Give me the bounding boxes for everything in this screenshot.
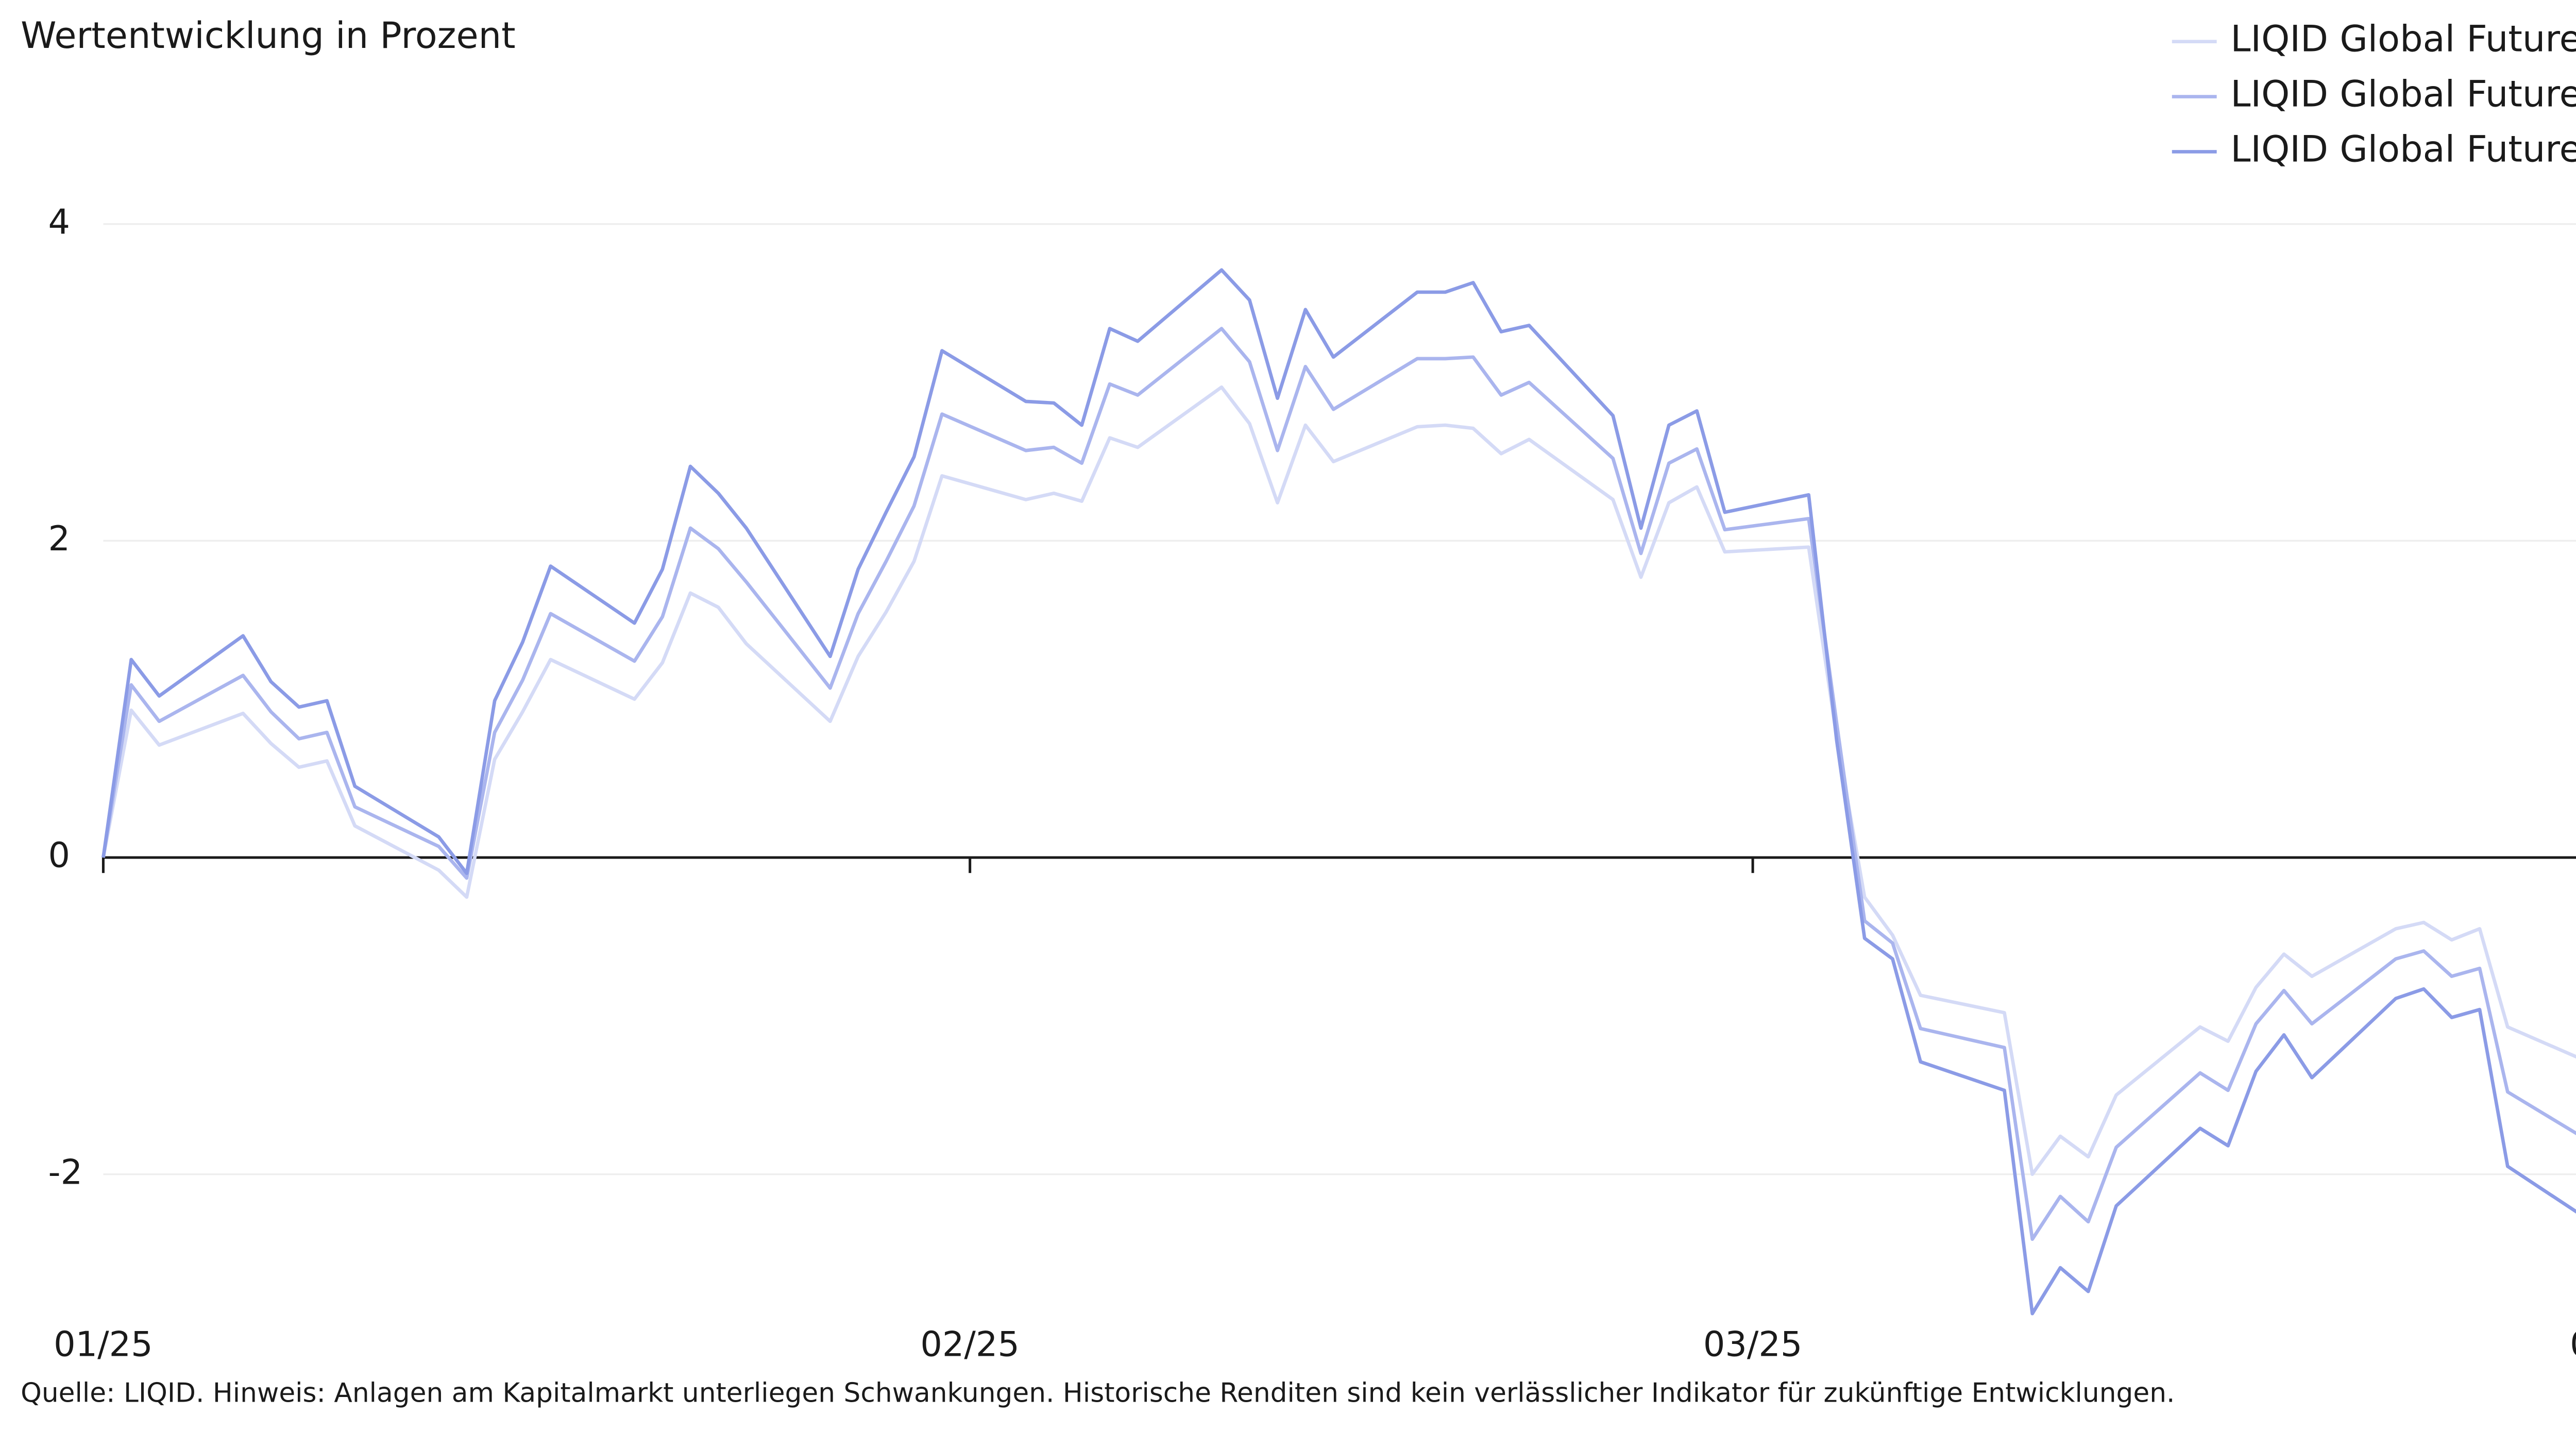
x-tick-label: 04/25	[2570, 1324, 2576, 1364]
y-tick-label: -2	[48, 1152, 83, 1192]
y-tick-label: 2	[48, 518, 70, 559]
series-line	[101, 327, 2576, 1241]
x-tick-label: 03/25	[1703, 1324, 1802, 1364]
series-line	[101, 385, 2576, 1176]
source-note: Quelle: LIQID. Hinweis: Anlagen am Kapit…	[21, 1377, 2175, 1408]
legend-label: LIQID Global Future 50	[2230, 73, 2576, 115]
x-tick-label: 01/25	[54, 1324, 153, 1364]
y-tick-label: 4	[48, 201, 70, 242]
legend-label: LIQID Global Future 40	[2230, 18, 2576, 60]
legend-label: LIQID Global Future 60	[2230, 128, 2576, 170]
chart-title: Wertentwicklung in Prozent	[21, 14, 516, 57]
x-tick-label: 02/25	[920, 1324, 1020, 1364]
series-line	[101, 268, 2576, 1316]
y-tick-label: 0	[48, 835, 70, 876]
